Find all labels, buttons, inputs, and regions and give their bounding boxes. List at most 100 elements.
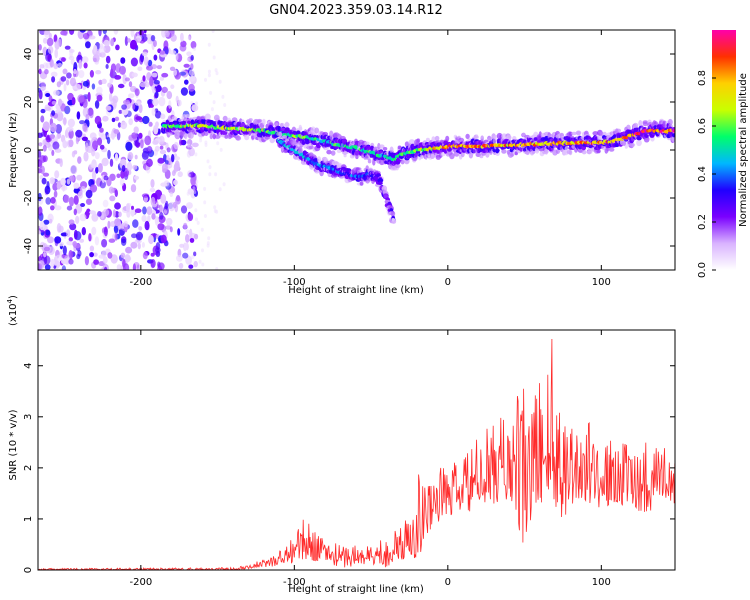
noise-speckle [95, 70, 102, 75]
ridge-mark [414, 152, 419, 157]
snr-y-ticks: 0 1 2 3 4 [23, 363, 675, 573]
branch-mark [278, 131, 283, 137]
noise-speckle [179, 71, 187, 76]
ridge-mark [608, 147, 615, 152]
noise-speckle [198, 259, 202, 264]
noise-speckle [40, 108, 46, 114]
noise-speckle [70, 165, 78, 175]
ridge-mark [465, 133, 470, 140]
figure-title: GN04.2023.359.03.14.R12 [269, 3, 443, 18]
noise-speckle [83, 32, 90, 40]
noise-speckle [60, 76, 67, 82]
noise-speckle [42, 37, 48, 44]
noise-speckle [120, 57, 126, 64]
noise-speckle [44, 264, 51, 270]
noise-speckle [61, 57, 66, 62]
noise-speckle [194, 208, 198, 213]
ridge-mark [643, 136, 650, 143]
noise-speckle [73, 68, 77, 75]
y-tick-label: 20 [23, 96, 34, 109]
ridge-mark [188, 132, 194, 139]
snr-series [38, 338, 675, 570]
noise-speckle [66, 72, 72, 79]
x-tick-label: -100 [283, 277, 306, 288]
noise-speckle [73, 195, 79, 205]
branch-mark [375, 173, 381, 178]
snr-plot-area [38, 330, 675, 570]
noise-speckle [125, 141, 133, 151]
ridge-mark [596, 150, 601, 154]
noise-speckle [137, 242, 141, 250]
ridge-mark [555, 149, 561, 154]
noise-speckle [52, 182, 59, 191]
noise-speckle [139, 55, 144, 65]
noise-speckle [168, 100, 172, 109]
snr-y-axis-label: SNR (10 * v/v) [8, 409, 19, 480]
noise-speckle [98, 79, 103, 85]
noise-speckle [68, 30, 75, 35]
y-tick-label: 4 [23, 363, 34, 369]
noise-speckle [114, 116, 120, 122]
noise-speckle [150, 179, 155, 188]
noise-speckle [151, 107, 156, 116]
noise-speckle [84, 142, 89, 153]
y-tick-label: 1 [23, 516, 34, 522]
noise-speckle [149, 103, 155, 108]
noise-speckle [150, 259, 156, 268]
noise-speckle [139, 82, 147, 88]
noise-speckle [91, 213, 99, 222]
branch-mark [338, 175, 345, 179]
noise-speckle [102, 199, 109, 208]
noise-speckle [208, 165, 212, 170]
noise-speckle [157, 265, 163, 270]
noise-speckle [63, 117, 67, 126]
noise-speckle [56, 111, 64, 122]
noise-speckle [50, 71, 58, 78]
noise-speckle [158, 135, 165, 145]
noise-speckle [63, 83, 67, 92]
noise-speckle [147, 215, 151, 223]
ridge-mark [449, 152, 455, 160]
noise-speckle [60, 177, 66, 186]
noise-speckle [89, 184, 98, 193]
noise-speckle [68, 258, 74, 265]
colorbar-ticks: 0.0 0.2 0.4 0.6 0.8 [697, 70, 716, 278]
noise-speckle [221, 94, 225, 99]
noise-speckle [85, 189, 93, 199]
noise-speckle [128, 93, 135, 99]
ridge-mark [430, 153, 435, 159]
noise-speckle [186, 51, 192, 57]
noise-speckle [209, 90, 213, 95]
noise-speckle [86, 208, 91, 216]
noise-speckle [43, 252, 47, 258]
noise-speckle [218, 187, 222, 192]
noise-speckle [107, 82, 112, 88]
svg-text:(x104): (x104) [6, 295, 19, 326]
noise-speckle [185, 202, 193, 209]
noise-speckle [83, 151, 89, 162]
noise-speckle [54, 48, 58, 59]
noise-speckle [60, 30, 68, 36]
noise-speckle [159, 149, 167, 155]
noise-speckle [191, 255, 195, 259]
noise-speckle [187, 173, 191, 178]
ridge-mark [458, 137, 465, 143]
noise-speckle [141, 150, 149, 160]
ridge-mark [672, 129, 675, 133]
noise-speckle [130, 184, 137, 193]
ridge-mark [635, 127, 639, 132]
snr-x-ticks: -200 -100 0 100 [129, 330, 611, 588]
snr-line [38, 338, 675, 570]
noise-speckle [144, 220, 150, 231]
noise-speckle [47, 45, 54, 55]
noise-speckle [134, 208, 142, 213]
noise-speckle [168, 50, 177, 55]
noise-speckle [188, 264, 194, 269]
noise-speckle [178, 262, 184, 269]
noise-speckle [53, 89, 60, 96]
noise-speckle [131, 233, 137, 239]
noise-speckle [183, 222, 188, 230]
ridge-mark [568, 149, 573, 156]
noise-speckle [101, 157, 109, 167]
ridge-mark [416, 138, 421, 143]
